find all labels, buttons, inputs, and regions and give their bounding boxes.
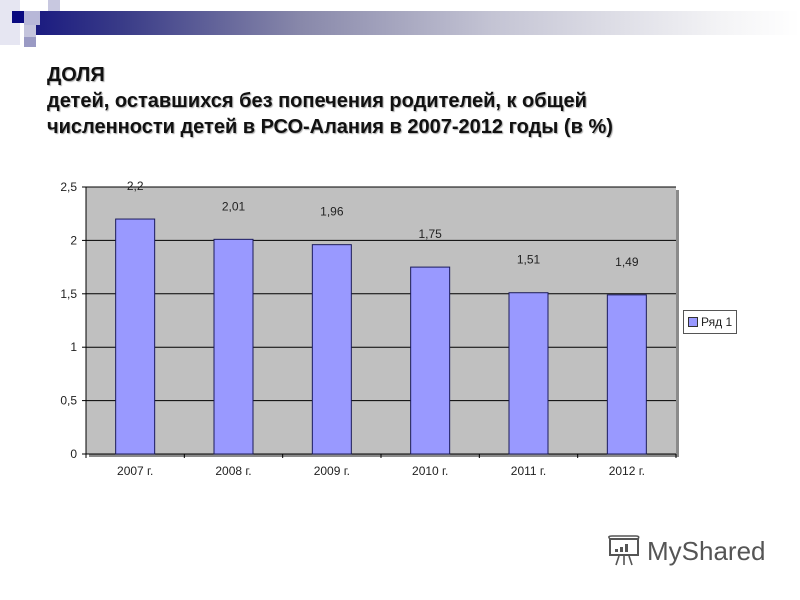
- y-tick-label: 2: [70, 233, 77, 247]
- x-category-label: 2009 г.: [314, 464, 350, 478]
- bar: [311, 244, 352, 455]
- decor-square-navy: [12, 11, 24, 23]
- bar: [606, 294, 647, 455]
- presentation-board-icon: [608, 535, 640, 566]
- bar: [508, 292, 549, 455]
- decor-square-mid: [24, 11, 40, 25]
- y-tick-label: 2,5: [60, 180, 77, 194]
- bar-value-label: 1,96: [320, 205, 344, 219]
- bar: [410, 266, 451, 455]
- title-line-1: ДОЛЯ: [47, 64, 105, 86]
- chart-legend: Ряд 1: [683, 310, 737, 334]
- header-gradient-bar: [32, 11, 800, 35]
- x-category-label: 2007 г.: [117, 464, 153, 478]
- bar-value-label: 2,2: [127, 179, 144, 193]
- bar-value-label: 2,01: [222, 199, 246, 213]
- bar-value-label: 1,51: [517, 253, 541, 267]
- legend-swatch-icon: [688, 317, 698, 327]
- legend-label: Ряд 1: [701, 315, 733, 329]
- slide-title: ДОЛЯ детей, оставшихся без попечения род…: [47, 62, 613, 140]
- x-category-label: 2008 г.: [215, 464, 251, 478]
- decor-square-lower: [24, 25, 36, 37]
- bar: [213, 238, 254, 455]
- y-tick-label: 1: [70, 340, 77, 354]
- y-tick-label: 1,5: [60, 287, 77, 301]
- x-category-label: 2011 г.: [511, 464, 546, 478]
- watermark-logo: MyShared: [607, 535, 766, 567]
- bar: [115, 218, 156, 455]
- bar-value-label: 1,49: [615, 255, 639, 269]
- title-line-2: детей, оставшихся без попечения родителе…: [47, 90, 587, 112]
- x-category-label: 2010 г.: [412, 464, 448, 478]
- y-tick-label: 0: [70, 447, 77, 461]
- x-category-label: 2012 г.: [609, 464, 645, 478]
- decor-square-top: [48, 0, 60, 12]
- bar-value-label: 1,75: [418, 227, 442, 241]
- plot-area: [86, 187, 676, 454]
- title-line-3: численности детей в РСО-Алания в 2007-20…: [47, 116, 613, 138]
- decor-square-bottom: [24, 37, 36, 47]
- y-tick-label: 0,5: [60, 394, 77, 408]
- watermark-text: MyShared: [647, 535, 766, 566]
